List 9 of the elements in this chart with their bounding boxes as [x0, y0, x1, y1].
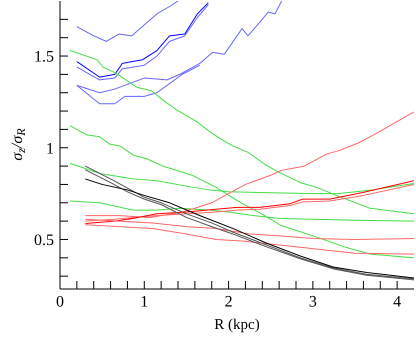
y-tick-label: 1: [46, 140, 54, 158]
x-tick-label: 1: [140, 293, 148, 310]
x-tick-label: 3: [308, 293, 317, 310]
x-axis-title: R (kpc): [214, 317, 260, 333]
y-tick-label: 0.5: [34, 232, 54, 250]
x-tick-label: 2: [224, 293, 233, 310]
y-tick-label: 1.5: [34, 48, 54, 66]
x-tick-label: 0: [56, 293, 64, 310]
x-tick-label: 4: [393, 293, 402, 310]
